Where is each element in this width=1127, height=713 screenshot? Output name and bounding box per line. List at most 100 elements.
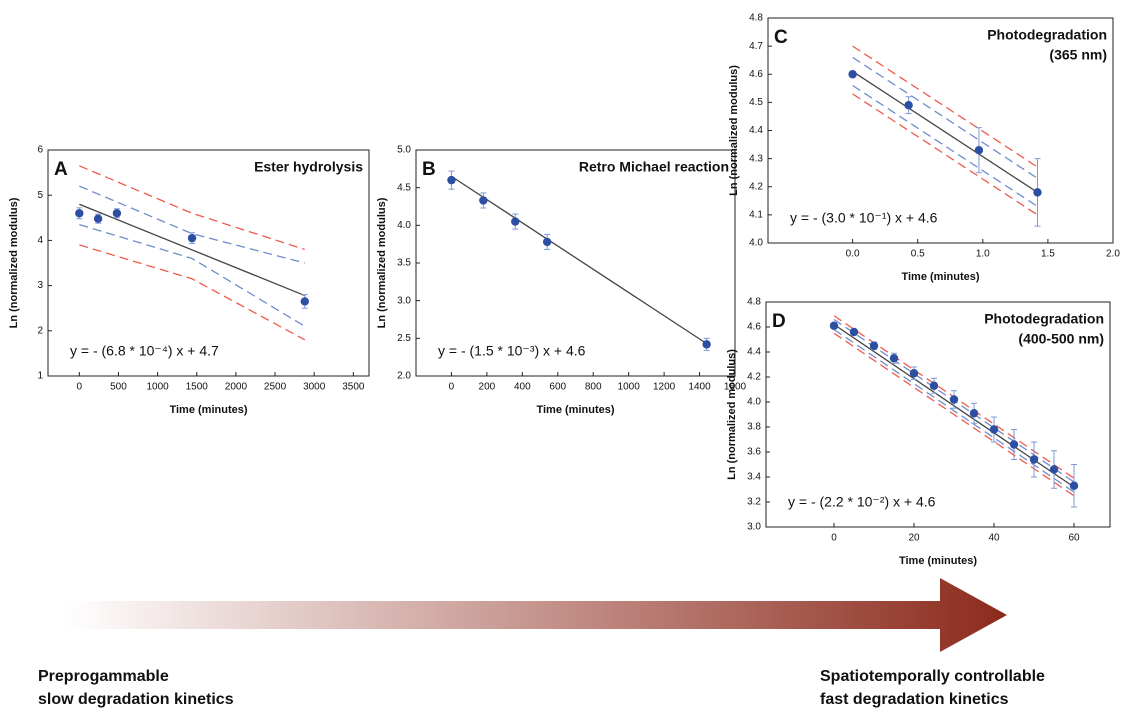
confidence-band <box>79 223 306 327</box>
x-tick-label: 800 <box>585 382 602 393</box>
fit-equation: y = - (1.5 * 10⁻³) x + 4.6 <box>438 343 586 359</box>
plot-frame <box>47 149 370 377</box>
y-tick-label: 4.0 <box>749 238 763 249</box>
data-point <box>75 209 84 218</box>
panel-letter: B <box>422 159 436 180</box>
y-tick-label: 4.7 <box>749 41 763 52</box>
data-point <box>1009 440 1019 449</box>
x-tick-label: 2500 <box>264 382 287 393</box>
y-tick-label: 4.2 <box>749 181 763 192</box>
y-tick-label: 4.6 <box>747 322 761 333</box>
x-tick-label: 2000 <box>225 382 248 393</box>
data-point <box>929 381 939 390</box>
confidence-band <box>852 56 1038 179</box>
x-tick-label: 0 <box>831 533 837 544</box>
y-tick-label: 4.5 <box>397 182 411 193</box>
y-axis-label: Ln (normalized modulus) <box>728 65 740 196</box>
y-tick-label: 4.4 <box>747 347 761 358</box>
footer-left-2: slow degradation kinetics <box>38 691 234 708</box>
x-tick-label: 200 <box>479 382 496 393</box>
y-tick-label: 3.4 <box>747 472 761 483</box>
y-axis-label: Ln (normalized modulus) <box>8 197 20 328</box>
data-point <box>702 340 711 349</box>
data-point <box>479 196 488 205</box>
fit-equation: y = - (6.8 * 10⁻⁴) x + 4.7 <box>70 343 219 359</box>
x-tick-label: 3500 <box>342 382 365 393</box>
y-tick-label: 4.0 <box>397 220 411 231</box>
panel-letter: D <box>772 311 786 332</box>
x-tick-label: 2.0 <box>1106 249 1120 260</box>
footer-right-2: fast degradation kinetics <box>820 691 1009 708</box>
y-tick-label: 4.5 <box>749 97 763 108</box>
x-tick-label: 20 <box>908 533 920 544</box>
x-tick-label: 1600 <box>724 382 747 393</box>
x-tick-label: 600 <box>549 382 566 393</box>
panel-title: (400-500 nm) <box>1018 331 1104 347</box>
confidence-band <box>79 244 306 341</box>
x-axis-label: Time (minutes) <box>536 404 614 416</box>
x-tick-label: 3000 <box>303 382 326 393</box>
data-point <box>93 214 103 223</box>
confidence-band <box>852 93 1038 216</box>
data-point <box>869 341 879 350</box>
data-point <box>848 70 857 79</box>
data-point <box>511 217 520 226</box>
confidence-band <box>79 165 305 251</box>
data-point <box>1069 481 1079 490</box>
data-point <box>447 175 456 185</box>
confidence-band <box>852 84 1038 207</box>
panel-title: Photodegradation <box>987 27 1107 43</box>
y-tick-label: 6 <box>37 145 43 156</box>
x-axis-label: Time (minutes) <box>169 404 247 416</box>
data-point <box>949 395 959 404</box>
fit-line <box>451 175 708 345</box>
fit-equation: y = - (2.2 * 10⁻²) x + 4.6 <box>788 494 936 510</box>
x-tick-label: 1400 <box>688 382 711 393</box>
x-tick-label: 0.0 <box>846 249 860 260</box>
x-tick-label: 1200 <box>653 382 676 393</box>
data-point <box>542 237 552 247</box>
fit-line <box>852 70 1038 193</box>
y-tick-label: 5.0 <box>397 145 411 156</box>
y-tick-label: 2 <box>37 325 43 336</box>
data-point <box>1029 455 1039 464</box>
data-point <box>300 297 309 306</box>
data-point <box>849 327 859 337</box>
y-tick-label: 4.8 <box>749 13 763 24</box>
data-point <box>989 425 999 434</box>
panel-title: Retro Michael reaction <box>579 159 729 175</box>
y-tick-label: 3.0 <box>397 295 411 306</box>
fit-equation: y = - (3.0 * 10⁻¹) x + 4.6 <box>790 210 938 226</box>
y-tick-label: 4.1 <box>749 210 763 221</box>
confidence-band <box>833 328 1075 493</box>
footer-left-1: Preprogammable <box>38 668 169 685</box>
fit-line <box>79 203 306 297</box>
footer-right-1: Spatiotemporally controllable <box>820 668 1045 685</box>
data-point <box>904 100 913 110</box>
panel-letter: A <box>54 159 68 180</box>
panel-title: Photodegradation <box>984 311 1104 327</box>
y-tick-label: 3.8 <box>747 422 761 433</box>
x-tick-label: 1.0 <box>976 249 990 260</box>
data-point <box>1033 188 1042 197</box>
confidence-band <box>852 45 1038 168</box>
y-tick-label: 3.0 <box>747 522 761 533</box>
y-tick-label: 1 <box>37 371 43 382</box>
x-tick-label: 0.5 <box>911 249 925 260</box>
y-tick-label: 4.6 <box>749 69 763 80</box>
confidence-band <box>833 332 1075 497</box>
x-axis-label: Time (minutes) <box>901 271 979 283</box>
y-tick-label: 4 <box>37 235 43 246</box>
y-tick-label: 3.5 <box>397 258 411 269</box>
y-tick-label: 4.8 <box>747 297 761 308</box>
panel-title: (365 nm) <box>1049 47 1107 63</box>
x-tick-label: 1500 <box>186 382 209 393</box>
x-tick-label: 400 <box>514 382 531 393</box>
y-tick-label: 4.2 <box>747 372 761 383</box>
plot-frame <box>765 301 1111 528</box>
x-tick-label: 40 <box>988 533 1000 544</box>
x-tick-label: 1.5 <box>1041 249 1055 260</box>
x-tick-label: 1000 <box>146 382 169 393</box>
y-tick-label: 4.0 <box>747 397 761 408</box>
panel-letter: C <box>774 27 788 48</box>
